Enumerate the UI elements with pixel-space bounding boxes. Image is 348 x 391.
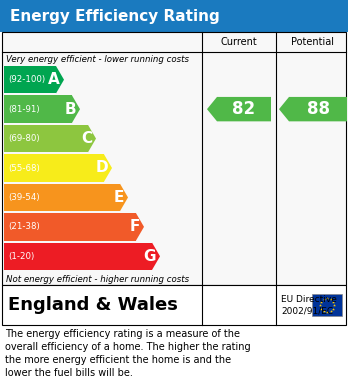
Polygon shape — [72, 95, 80, 123]
Text: overall efficiency of a home. The higher the rating: overall efficiency of a home. The higher… — [5, 342, 251, 352]
Text: (21-38): (21-38) — [8, 222, 40, 231]
Text: G: G — [143, 249, 156, 264]
Polygon shape — [152, 242, 160, 270]
Text: (69-80): (69-80) — [8, 134, 40, 143]
Text: lower the fuel bills will be.: lower the fuel bills will be. — [5, 368, 133, 378]
Bar — [2, 285, 346, 325]
Text: (39-54): (39-54) — [8, 193, 40, 202]
Text: (1-20): (1-20) — [8, 252, 34, 261]
Bar — [4, 95, 72, 123]
Bar — [4, 213, 136, 240]
Polygon shape — [56, 66, 64, 93]
Bar — [4, 242, 152, 270]
Text: Potential: Potential — [292, 37, 334, 47]
Polygon shape — [104, 154, 112, 182]
Bar — [4, 154, 104, 182]
Text: 82: 82 — [232, 100, 255, 118]
Text: the more energy efficient the home is and the: the more energy efficient the home is an… — [5, 355, 231, 365]
Bar — [2, 32, 346, 285]
Text: A: A — [48, 72, 60, 87]
Text: E: E — [114, 190, 124, 205]
Text: B: B — [64, 102, 76, 117]
Text: Current: Current — [221, 37, 258, 47]
Text: Energy Efficiency Rating: Energy Efficiency Rating — [10, 9, 220, 23]
Text: 2002/91/EC: 2002/91/EC — [281, 307, 333, 316]
Text: C: C — [81, 131, 92, 146]
Polygon shape — [120, 184, 128, 211]
Text: D: D — [95, 160, 108, 176]
Text: Not energy efficient - higher running costs: Not energy efficient - higher running co… — [6, 274, 189, 283]
Text: (81-91): (81-91) — [8, 105, 40, 114]
Polygon shape — [279, 97, 347, 121]
Bar — [312, 294, 342, 316]
Polygon shape — [88, 125, 96, 152]
Text: England & Wales: England & Wales — [8, 296, 178, 314]
Bar — [0, 0, 348, 32]
Bar — [4, 125, 88, 152]
Polygon shape — [207, 97, 271, 121]
Text: EU Directive: EU Directive — [281, 294, 337, 303]
Polygon shape — [136, 213, 144, 240]
Text: Very energy efficient - lower running costs: Very energy efficient - lower running co… — [6, 54, 189, 63]
Text: (92-100): (92-100) — [8, 75, 45, 84]
Bar — [4, 184, 120, 211]
Text: (55-68): (55-68) — [8, 163, 40, 172]
Text: 88: 88 — [307, 100, 330, 118]
Bar — [4, 66, 56, 93]
Text: F: F — [129, 219, 140, 234]
Text: The energy efficiency rating is a measure of the: The energy efficiency rating is a measur… — [5, 329, 240, 339]
